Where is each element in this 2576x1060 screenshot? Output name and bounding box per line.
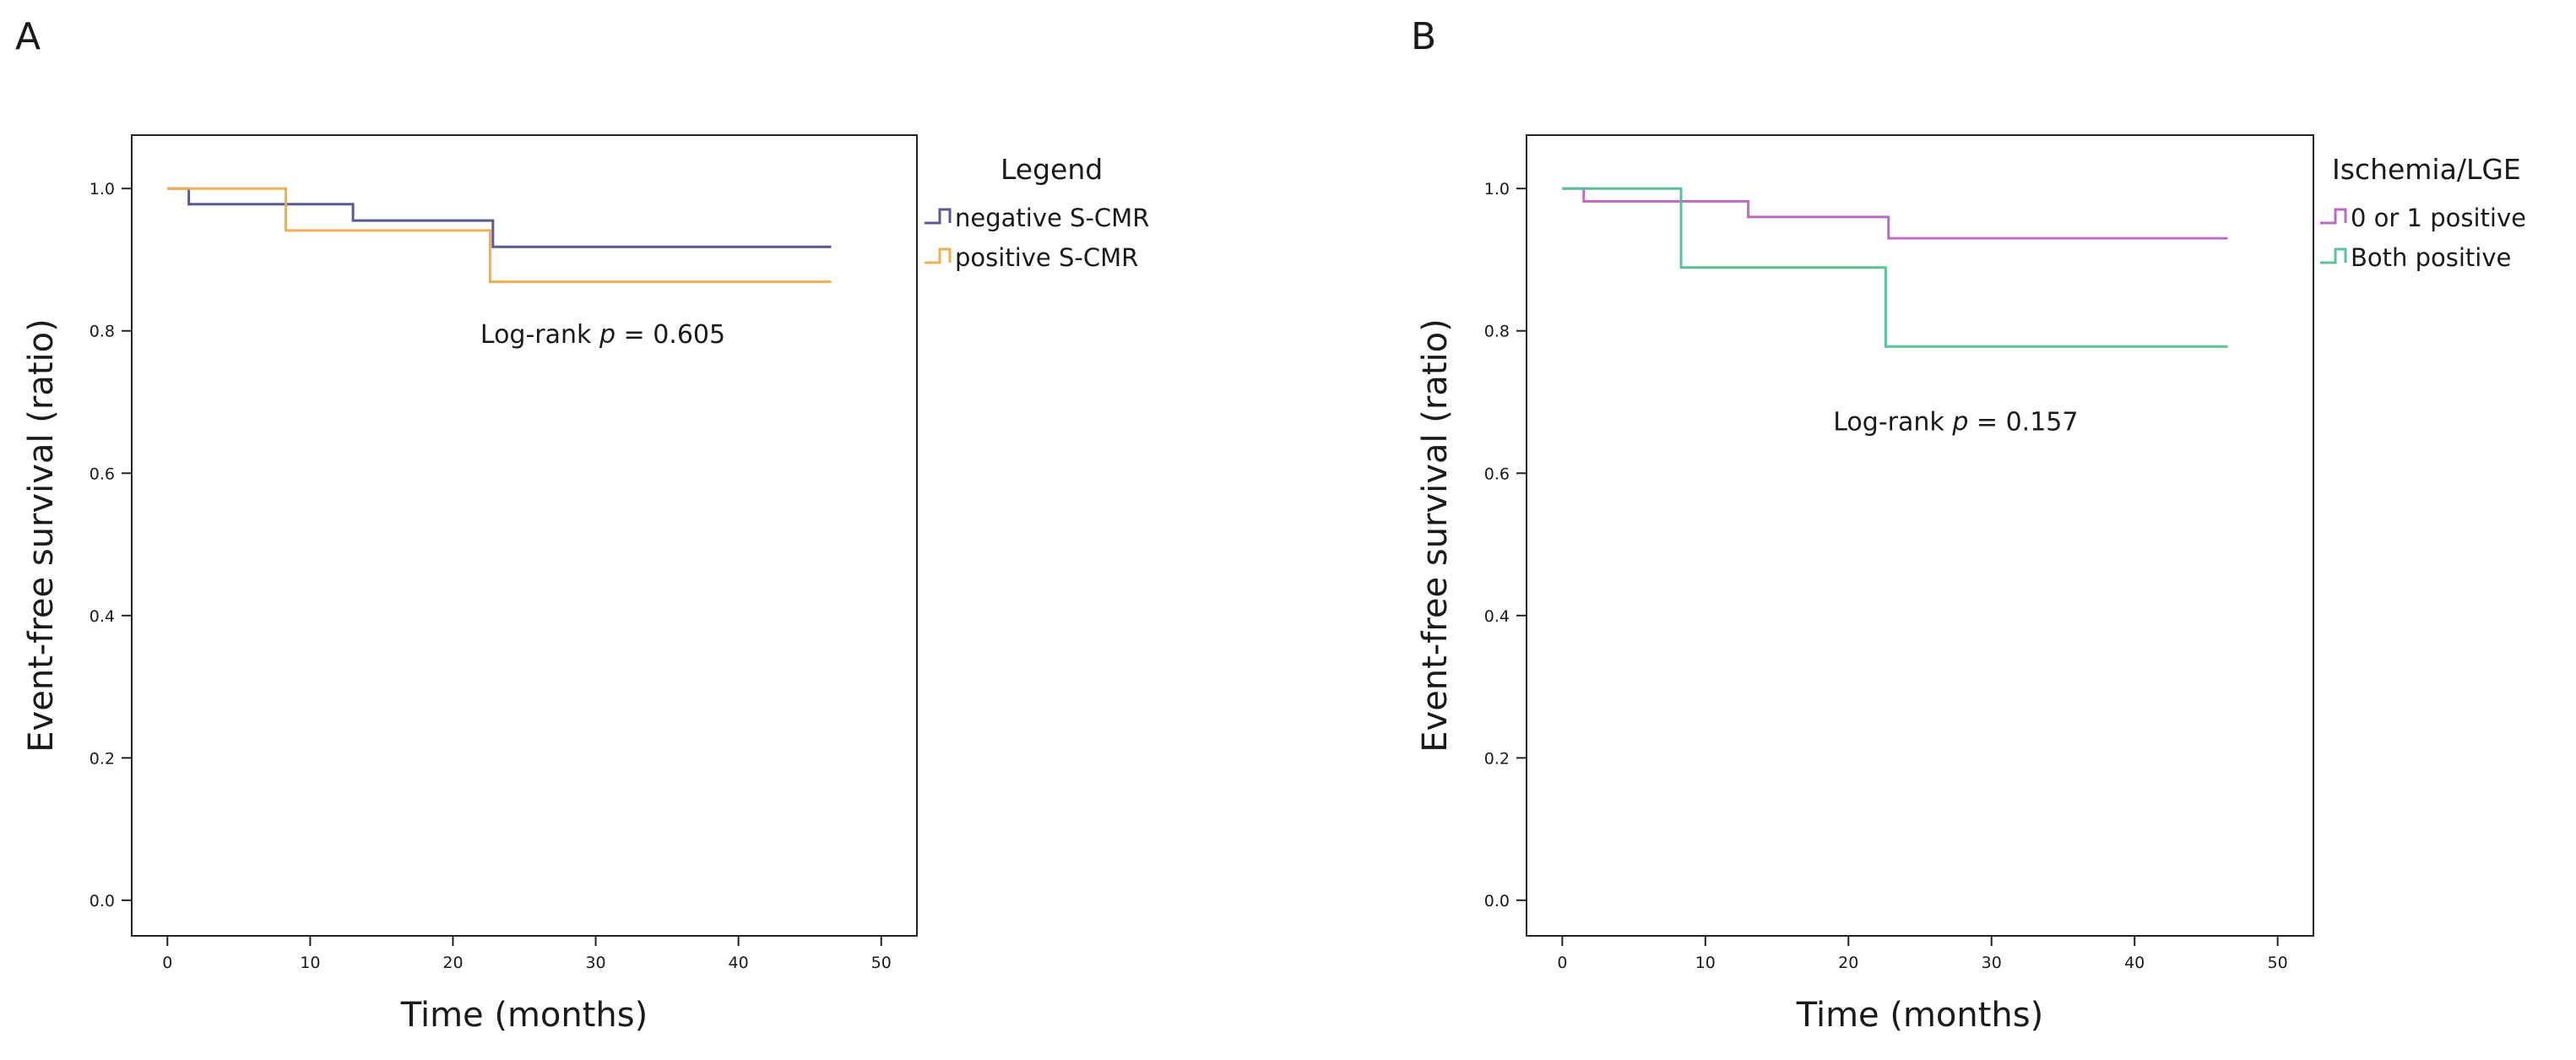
panel-b-chart: 0 10 20 30 40 50 0.0 0.2 0.4 0.6 0.8 1.0 Time (month… bbox=[1416, 134, 2526, 1035]
y-tick-label: 1.0 bbox=[1484, 180, 1510, 198]
y-tick-label: 0.2 bbox=[1484, 749, 1510, 768]
panel-a-chart: 0 10 20 30 40 50 0.0 0.2 0.4 0.6 0.8 1.0 Time (month… bbox=[22, 134, 1149, 1035]
x-tick-label: 40 bbox=[2124, 954, 2145, 972]
y-tick-label: 0.8 bbox=[89, 323, 115, 341]
y-tick-label: 0.0 bbox=[89, 892, 115, 911]
survival-curve-both-positive bbox=[1562, 187, 2228, 348]
y-tick-label: 0.4 bbox=[89, 607, 115, 626]
survival-curve-negative-s-cmr bbox=[167, 187, 832, 248]
legend-swatch bbox=[2320, 208, 2347, 225]
x-tick-label: 10 bbox=[300, 954, 320, 972]
legend-title: Ischemia/LGE bbox=[2332, 153, 2521, 186]
y-tick-label: 0.6 bbox=[89, 465, 115, 483]
y-axis-title: Event-free survival (ratio) bbox=[22, 318, 61, 752]
panel-label-a: A bbox=[15, 15, 41, 58]
y-tick-label: 0.4 bbox=[1484, 607, 1510, 626]
plot-frame-a bbox=[131, 134, 918, 937]
x-tick-label: 0 bbox=[1557, 954, 1567, 972]
x-tick-label: 10 bbox=[1695, 954, 1716, 972]
legend-label: negative S-CMR bbox=[955, 204, 1149, 232]
x-tick-label: 20 bbox=[442, 954, 463, 972]
survival-curve-0-or-1-positive bbox=[1562, 187, 2228, 240]
x-axis-title: Time (months) bbox=[1796, 996, 2043, 1035]
x-tick-label: 40 bbox=[729, 954, 749, 972]
x-tick-label: 50 bbox=[2268, 954, 2288, 972]
y-tick-label: 0.0 bbox=[1484, 892, 1510, 911]
log-rank-annotation: Log-rank p = 0.157 bbox=[1833, 408, 2078, 438]
y-tick-label: 1.0 bbox=[89, 180, 115, 198]
y-tick-label: 0.2 bbox=[89, 749, 115, 768]
x-tick-label: 30 bbox=[1982, 954, 2002, 972]
x-tick-label: 0 bbox=[162, 954, 172, 972]
y-tick-label: 0.6 bbox=[1484, 465, 1510, 483]
y-axis-title: Event-free survival (ratio) bbox=[1416, 318, 1455, 752]
legend-swatch bbox=[925, 208, 952, 225]
x-tick-label: 30 bbox=[585, 954, 605, 972]
legend-label: positive S-CMR bbox=[955, 243, 1138, 272]
plot-frame-b bbox=[1526, 134, 2314, 937]
legend-swatch bbox=[925, 247, 952, 264]
x-tick-label: 50 bbox=[871, 954, 892, 972]
x-axis-title: Time (months) bbox=[400, 996, 648, 1035]
legend-swatch bbox=[2320, 247, 2347, 264]
y-tick-label: 0.8 bbox=[1484, 323, 1510, 341]
log-rank-annotation: Log-rank p = 0.605 bbox=[480, 320, 725, 350]
survival-curve-positive-s-cmr bbox=[167, 187, 832, 284]
x-tick-label: 20 bbox=[1838, 954, 1858, 972]
legend-label: 0 or 1 positive bbox=[2351, 204, 2526, 232]
legend-label: Both positive bbox=[2351, 243, 2511, 272]
panel-label-b: B bbox=[1411, 15, 1436, 58]
legend-title: Legend bbox=[1001, 153, 1103, 186]
